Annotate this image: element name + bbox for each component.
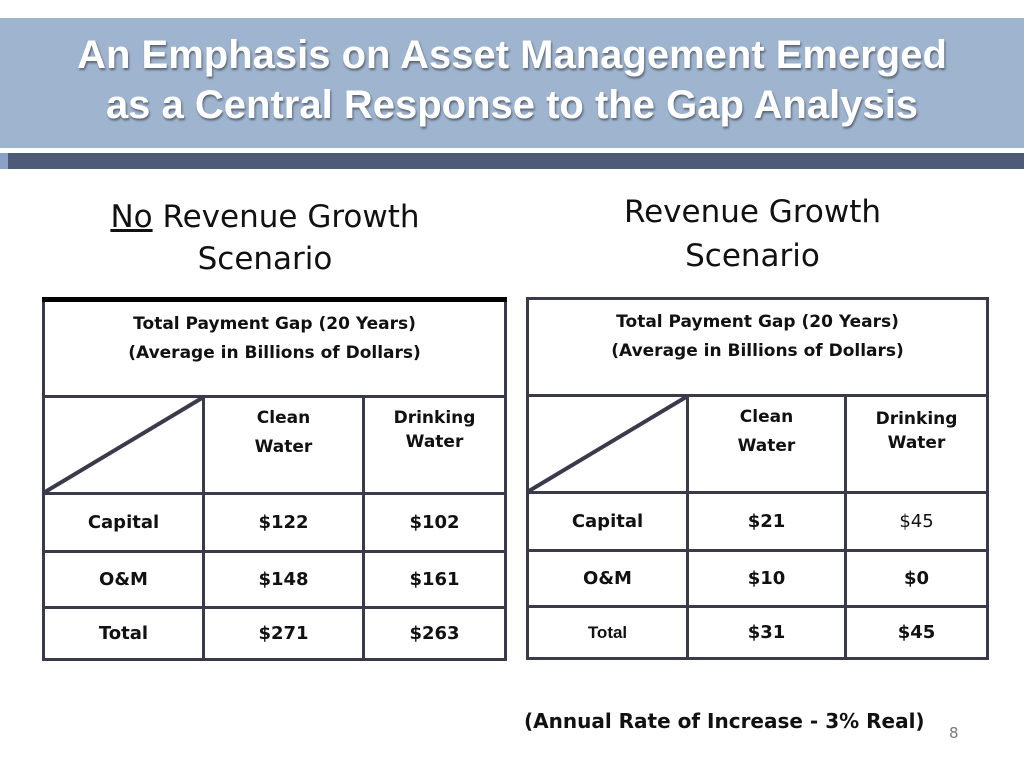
- row-label: Total: [526, 605, 689, 660]
- col-header-clean-water: Clean Water: [202, 395, 365, 495]
- col-header-clean-line2: Water: [737, 436, 796, 456]
- col-header-drinking-water: Drinking Water: [843, 394, 990, 494]
- caption-line-1: Total Payment Gap (20 Years): [616, 312, 899, 332]
- heading-left-line2: Scenario: [197, 241, 333, 277]
- revenue-growth-table: Total Payment Gap (20 Years) (Average in…: [525, 297, 990, 660]
- diagonal-corner-cell: [42, 395, 205, 495]
- drinking-water-value: $45: [843, 605, 990, 660]
- diagonal-corner-cell: [526, 394, 689, 494]
- drinking-water-value: $45: [843, 491, 990, 552]
- diagonal-line: [529, 397, 686, 491]
- row-label: O&M: [526, 549, 689, 608]
- table-caption: Total Payment Gap (20 Years) (Average in…: [525, 297, 990, 397]
- col-header-drinking-line2: Water: [405, 432, 464, 452]
- clean-water-value: $271: [202, 606, 365, 661]
- col-header-clean-line1: Clean: [256, 408, 311, 428]
- clean-water-value: $148: [202, 550, 365, 609]
- table-row: O&M $148 $161: [42, 550, 508, 609]
- table-row: Total $31 $45: [526, 605, 990, 660]
- slide-title-line-2: as a Central Response to the Gap Analysi…: [105, 83, 919, 127]
- row-label: O&M: [42, 550, 205, 609]
- page-number: 8: [949, 724, 959, 742]
- heading-right-line1: Revenue Growth: [623, 194, 882, 230]
- table-caption: Total Payment Gap (20 Years) (Average in…: [41, 297, 508, 398]
- col-header-clean-water: Clean Water: [686, 394, 847, 494]
- clean-water-value: $21: [686, 491, 847, 552]
- slide-title: An Emphasis on Asset Management Emerged …: [0, 30, 1024, 130]
- clean-water-value: $31: [686, 605, 847, 660]
- row-label: Capital: [42, 492, 205, 553]
- caption-line-2: (Average in Billions of Dollars): [611, 341, 904, 361]
- diagonal-line: [45, 398, 202, 492]
- col-header-clean-line2: Water: [254, 437, 313, 457]
- col-header-drinking-line2: Water: [887, 433, 946, 453]
- annual-rate-footnote: (Annual Rate of Increase - 3% Real): [524, 709, 925, 733]
- table-row: Capital $122 $102: [42, 492, 508, 553]
- col-header-drinking-water: Drinking Water: [361, 395, 508, 495]
- no-revenue-growth-table: Total Payment Gap (20 Years) (Average in…: [41, 297, 508, 661]
- drinking-water-value: $102: [361, 492, 508, 553]
- divider-accent: [0, 153, 8, 169]
- heading-no-underlined: No: [110, 199, 153, 235]
- heading-left-rest: Revenue Growth: [152, 199, 420, 235]
- drinking-water-value: $0: [843, 549, 990, 608]
- table-row: Total $271 $263: [42, 606, 508, 661]
- no-revenue-growth-heading: No Revenue Growth Scenario: [70, 196, 460, 280]
- clean-water-value: $10: [686, 549, 847, 608]
- col-header-drinking-line1: Drinking: [393, 408, 476, 428]
- heading-right-line2: Scenario: [685, 238, 820, 274]
- table-row: O&M $10 $0: [526, 549, 990, 608]
- table-row: Capital $21 $45: [526, 491, 990, 552]
- title-band: [0, 18, 1024, 148]
- row-label: Capital: [526, 491, 689, 552]
- drinking-water-value: $161: [361, 550, 508, 609]
- drinking-water-value: $263: [361, 606, 508, 661]
- revenue-growth-heading: Revenue Growth Scenario: [560, 190, 945, 278]
- clean-water-value: $122: [202, 492, 365, 553]
- caption-line-2: (Average in Billions of Dollars): [128, 343, 421, 363]
- col-header-clean-line1: Clean: [739, 407, 794, 427]
- row-label: Total: [42, 606, 205, 661]
- slide-title-line-1: An Emphasis on Asset Management Emerged: [77, 33, 947, 77]
- col-header-drinking-line1: Drinking: [875, 409, 958, 429]
- caption-line-1: Total Payment Gap (20 Years): [133, 314, 416, 334]
- title-divider: [0, 153, 1024, 169]
